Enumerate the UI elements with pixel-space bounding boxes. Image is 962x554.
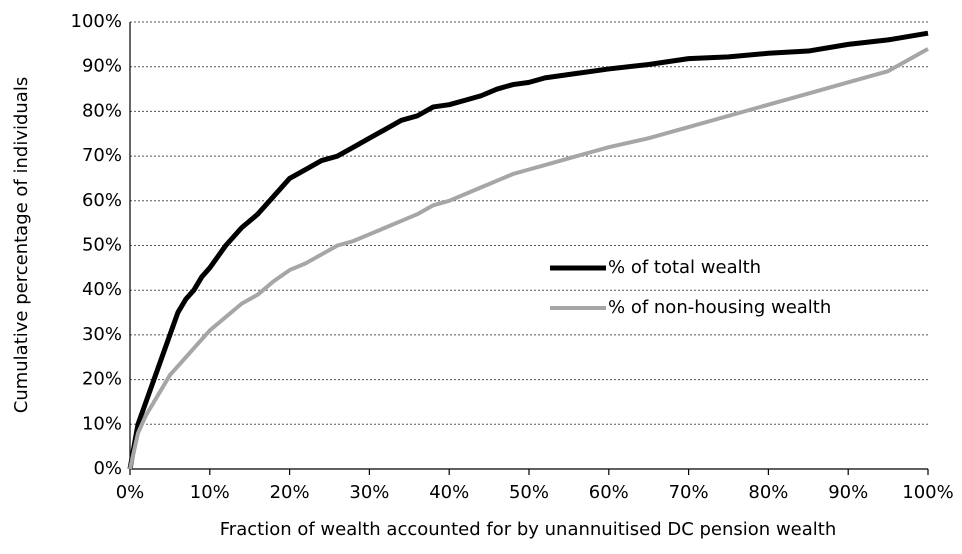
y-tick-label: 60% xyxy=(82,190,122,211)
x-tick-label: 60% xyxy=(589,482,629,503)
y-tick-label: 0% xyxy=(93,458,122,479)
x-tick-label: 10% xyxy=(190,482,230,503)
x-tick-label: 20% xyxy=(270,482,310,503)
x-tick-label: 40% xyxy=(429,482,469,503)
x-tick-label: 90% xyxy=(828,482,868,503)
x-tick-label: 100% xyxy=(902,482,953,503)
y-axis-title: Cumulative percentage of individuals xyxy=(11,77,32,413)
legend-label: % of total wealth xyxy=(608,257,761,278)
line-series xyxy=(128,47,929,470)
y-tick-label: 80% xyxy=(82,100,122,121)
x-axis-title: Fraction of wealth accounted for by unan… xyxy=(220,519,836,540)
y-tick-label: 30% xyxy=(82,324,122,345)
x-tick-label: 0% xyxy=(116,482,145,503)
line-series xyxy=(127,30,929,470)
y-tick-label: 50% xyxy=(82,235,122,256)
y-tick-label: 90% xyxy=(82,56,122,77)
y-tick-label: 70% xyxy=(82,145,122,166)
y-tick-label: 10% xyxy=(82,413,122,434)
legend-label: % of non-housing wealth xyxy=(608,297,831,318)
y-tick-label: 100% xyxy=(71,11,122,32)
x-tick-label: 50% xyxy=(509,482,549,503)
x-tick-label: 80% xyxy=(748,482,788,503)
x-tick-label: 70% xyxy=(669,482,709,503)
y-tick-label: 40% xyxy=(82,279,122,300)
y-tick-label: 20% xyxy=(82,369,122,390)
x-tick-label: 30% xyxy=(349,482,389,503)
